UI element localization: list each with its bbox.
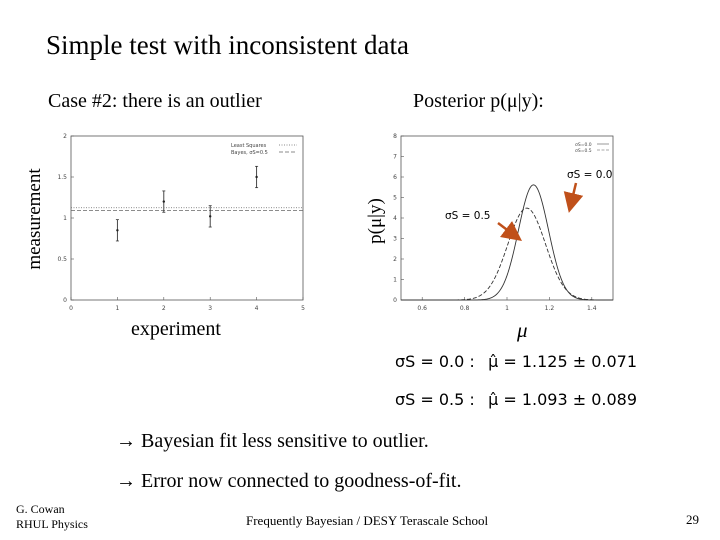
plot-frame — [70, 135, 304, 301]
x-tick-label: 0.6 — [417, 305, 427, 312]
y-tick-label: 7 — [393, 154, 397, 161]
data-point — [116, 229, 119, 232]
footer-text: Frequently Bayesian / DESY Terascale Sch… — [246, 513, 489, 528]
result-sigma0: σS = 0.0 : μ̂ = 1.125 ± 0.071 — [395, 352, 637, 371]
legend-label: Bayes, σS=0.5 — [231, 150, 268, 156]
x-tick-label: 1.2 — [545, 305, 555, 312]
legend-label: Least Squares — [231, 143, 267, 149]
annotation-sigma05: σS = 0.5 — [445, 210, 491, 222]
data-point — [255, 175, 258, 179]
data-point — [162, 200, 165, 203]
y-tick-label: 2 — [393, 256, 397, 263]
legend-label: σS=0.5 — [575, 148, 592, 154]
arrow-sigma05 — [497, 221, 522, 241]
x-tick-label: 3 — [208, 305, 212, 312]
y-tick-label: 0 — [393, 297, 397, 304]
bullet-2: → Error now connected to goodness-of-fit… — [116, 470, 462, 492]
case-label: Case #2: there is an outlier — [48, 90, 262, 112]
arrow-sigma0 — [563, 182, 584, 213]
author-name: G. Cowan — [16, 502, 65, 516]
result-sigma0-estimate: μ̂ = 1.125 ± 0.071 — [488, 352, 638, 371]
x-tick-label: 0.8 — [460, 305, 470, 312]
posterior-label: Posterior p(μ|y): — [413, 90, 544, 113]
y-tick-label: 2 — [63, 133, 67, 140]
author-affiliation: RHUL Physics — [16, 517, 88, 531]
y-tick-label: 1 — [393, 277, 397, 284]
posterior-chart: 0.6 0.8 1 1.2 1.4 0 1 2 3 4 5 6 7 8 σS=0.0σS=0.5 σS = 0… — [393, 133, 614, 312]
data-point — [209, 215, 212, 218]
page-number: 29 — [686, 512, 699, 527]
posterior-chart-plot: 0.6 0.8 1 1.2 1.4 0 1 2 3 4 5 6 7 8 σS=0.0σS=0.5 σS = 0… — [393, 133, 614, 312]
y-tick-label: 0 — [63, 297, 67, 304]
result-sigma05-estimate: μ̂ = 1.093 ± 0.089 — [488, 390, 638, 409]
bullet-1: → Bayesian fit less sensitive to outlier… — [116, 430, 429, 452]
legend-label: σS=0.0 — [575, 142, 592, 148]
result-sigma05-label: σS = 0.5 : — [395, 390, 475, 409]
y-tick-label: 1 — [63, 215, 67, 222]
posterior-label-text: Posterior p(μ|y): — [413, 90, 544, 112]
y-tick-label: 1.5 — [57, 174, 67, 181]
left-chart-xlabel: experiment — [131, 318, 221, 340]
right-chart-ylabel: p(μ|y) — [365, 198, 386, 244]
slide-title: Simple test with inconsistent data — [46, 30, 409, 60]
x-tick-label: 2 — [162, 305, 166, 312]
x-tick-label: 1 — [115, 305, 119, 312]
y-tick-label: 0.5 — [57, 256, 67, 263]
x-tick-label: 4 — [255, 305, 259, 312]
y-tick-label: 4 — [393, 215, 397, 222]
y-tick-label: 6 — [393, 174, 397, 181]
result-sigma05: σS = 0.5 : μ̂ = 1.093 ± 0.089 — [395, 390, 637, 409]
x-tick-label: 5 — [301, 305, 305, 312]
y-tick-label: 5 — [393, 195, 397, 202]
posterior-curve — [401, 184, 613, 301]
author-block: G. Cowan RHUL Physics — [16, 502, 88, 532]
annotation-arrows — [497, 182, 584, 241]
x-tick-label: 0 — [69, 305, 73, 312]
x-tick-label: 1 — [505, 305, 509, 312]
left-chart-ylabel: measurement — [24, 168, 45, 270]
result-sigma0-label: σS = 0.0 : — [395, 352, 475, 371]
y-tick-label: 3 — [393, 236, 397, 243]
y-tick-label: 8 — [393, 133, 397, 140]
right-chart-xlabel: μ — [517, 318, 528, 342]
annotation-sigma0: σS = 0.0 — [567, 169, 613, 181]
x-tick-label: 1.4 — [587, 305, 597, 312]
